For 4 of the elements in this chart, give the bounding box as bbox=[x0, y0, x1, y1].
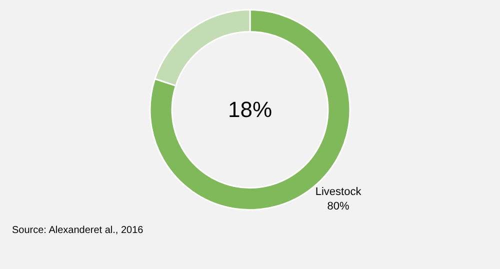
source-note: Source: Alexanderet al., 2016 bbox=[12, 225, 144, 236]
slice-label: Livestock bbox=[315, 186, 362, 198]
data-label: 80% bbox=[327, 200, 350, 212]
text: 18% bbox=[228, 97, 272, 122]
